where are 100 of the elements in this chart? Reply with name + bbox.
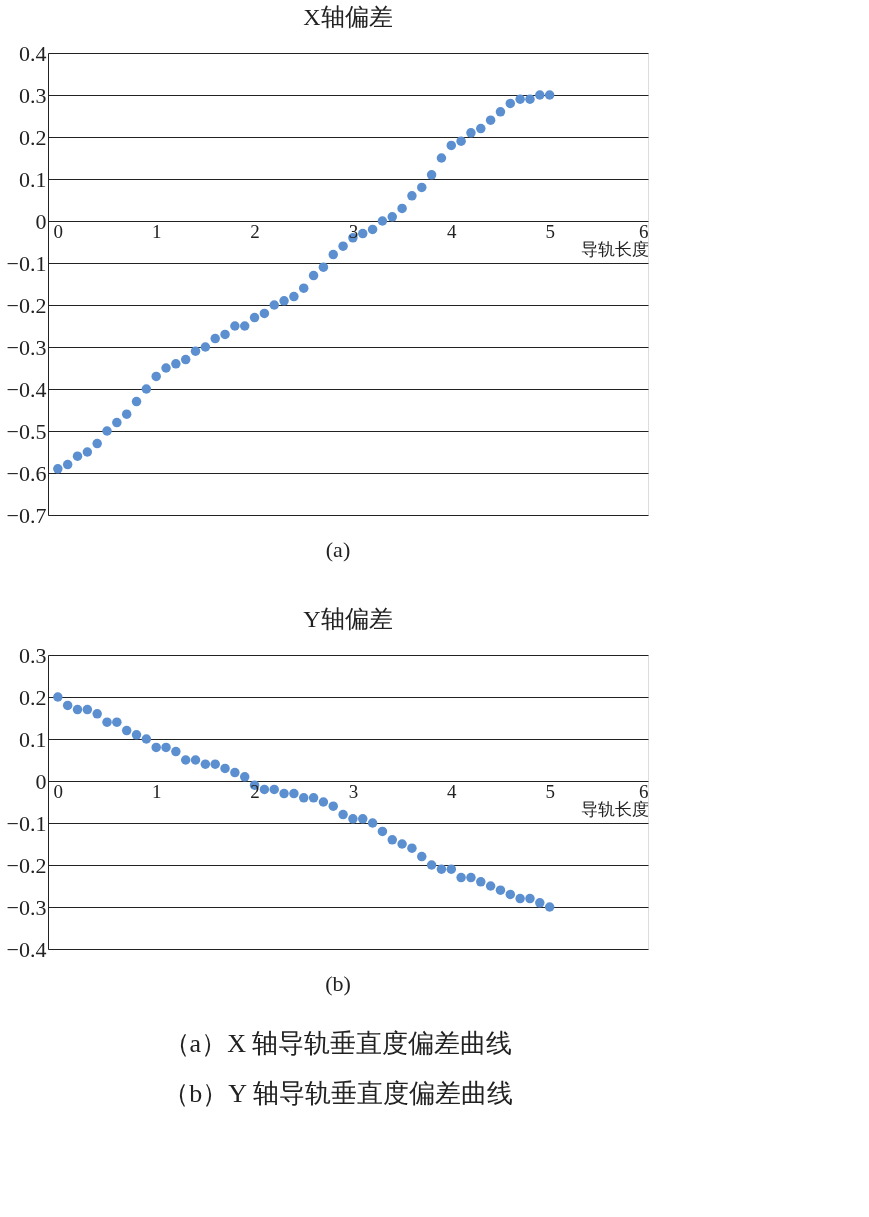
x-tick-label: 3 (348, 780, 359, 802)
point (269, 300, 279, 310)
point (387, 212, 398, 222)
point (279, 788, 289, 799)
point (92, 709, 102, 719)
x-axis-title: 导轨长度 (580, 799, 649, 819)
point (279, 296, 289, 306)
chart-title: X轴偏差 (303, 4, 393, 30)
point (515, 893, 525, 904)
point (328, 249, 338, 260)
x-tick-label: 0 (53, 220, 64, 242)
point (338, 241, 348, 251)
point (377, 826, 388, 837)
point (289, 788, 299, 799)
x-tick-label: 4 (447, 780, 458, 802)
point (220, 329, 230, 340)
point (348, 814, 358, 824)
x-axis-title: 导轨长度 (580, 239, 649, 259)
x-tick-label: 0 (53, 780, 64, 802)
point (259, 784, 270, 795)
point (466, 128, 476, 138)
point (525, 94, 535, 104)
point (505, 98, 516, 109)
point (456, 136, 466, 146)
y-tick-label: −0.2 (6, 852, 47, 878)
y-tick-label: 0.4 (19, 40, 47, 66)
point (72, 451, 83, 461)
point (387, 835, 398, 845)
point (190, 346, 201, 356)
point (358, 814, 368, 824)
point (426, 170, 437, 180)
point (151, 371, 161, 382)
x-tick-label: 1 (151, 220, 162, 242)
x-tick-label: 2 (250, 220, 260, 242)
point (318, 262, 329, 272)
x-tick-label: 1 (151, 780, 162, 802)
point (436, 153, 447, 163)
point (53, 692, 63, 702)
point (407, 191, 417, 201)
point (171, 359, 181, 369)
point (220, 763, 230, 774)
point (200, 759, 211, 769)
point (289, 291, 299, 302)
point (367, 818, 378, 828)
point (476, 123, 486, 134)
point (495, 107, 506, 117)
point (151, 742, 161, 753)
y-tick-label: −0.4 (6, 936, 47, 962)
x-tick-label: 4 (447, 220, 458, 242)
point (259, 308, 270, 319)
x-tick-label: 5 (545, 220, 555, 242)
text: (b) (325, 971, 351, 996)
point (82, 447, 93, 457)
x-tick-label: 6 (639, 220, 649, 242)
point (535, 898, 545, 908)
point (112, 717, 122, 727)
point (131, 730, 142, 740)
y-tick-label: −0.6 (6, 460, 47, 486)
point (92, 438, 102, 449)
point (230, 767, 240, 778)
point (190, 755, 201, 765)
y-tick-label: −0.1 (6, 250, 47, 276)
point (485, 115, 496, 125)
point (102, 717, 112, 727)
y-tick-label: 0.2 (19, 124, 47, 150)
text: （b）Y 轴导轨垂直度偏差曲线 (163, 1079, 513, 1108)
point (397, 839, 407, 849)
point (446, 864, 457, 874)
point (171, 746, 181, 757)
point (249, 312, 260, 323)
y-tick-label: −0.3 (6, 334, 47, 360)
x-tick-label: 5 (545, 780, 555, 802)
point (358, 228, 368, 239)
point (505, 889, 516, 900)
point (466, 872, 476, 883)
y-tick-label: 0.3 (19, 642, 47, 668)
point (239, 321, 250, 331)
point (82, 704, 93, 715)
point (180, 755, 191, 765)
point (544, 90, 555, 100)
point (318, 797, 329, 807)
y-tick-label: 0.3 (19, 82, 47, 108)
chart-title: Y轴偏差 (303, 606, 393, 632)
point (230, 321, 240, 331)
point (269, 784, 279, 795)
point (121, 409, 132, 419)
point (180, 354, 191, 365)
point (112, 417, 122, 428)
point (141, 734, 152, 744)
point (102, 426, 112, 436)
point (495, 885, 506, 895)
point (141, 384, 152, 394)
point (308, 793, 319, 803)
point (338, 809, 348, 820)
y-tick-label: −0.1 (6, 810, 47, 836)
point (161, 742, 171, 753)
point (377, 216, 388, 226)
point (161, 363, 171, 373)
point (426, 860, 437, 870)
y-tick-label: −0.3 (6, 894, 47, 920)
